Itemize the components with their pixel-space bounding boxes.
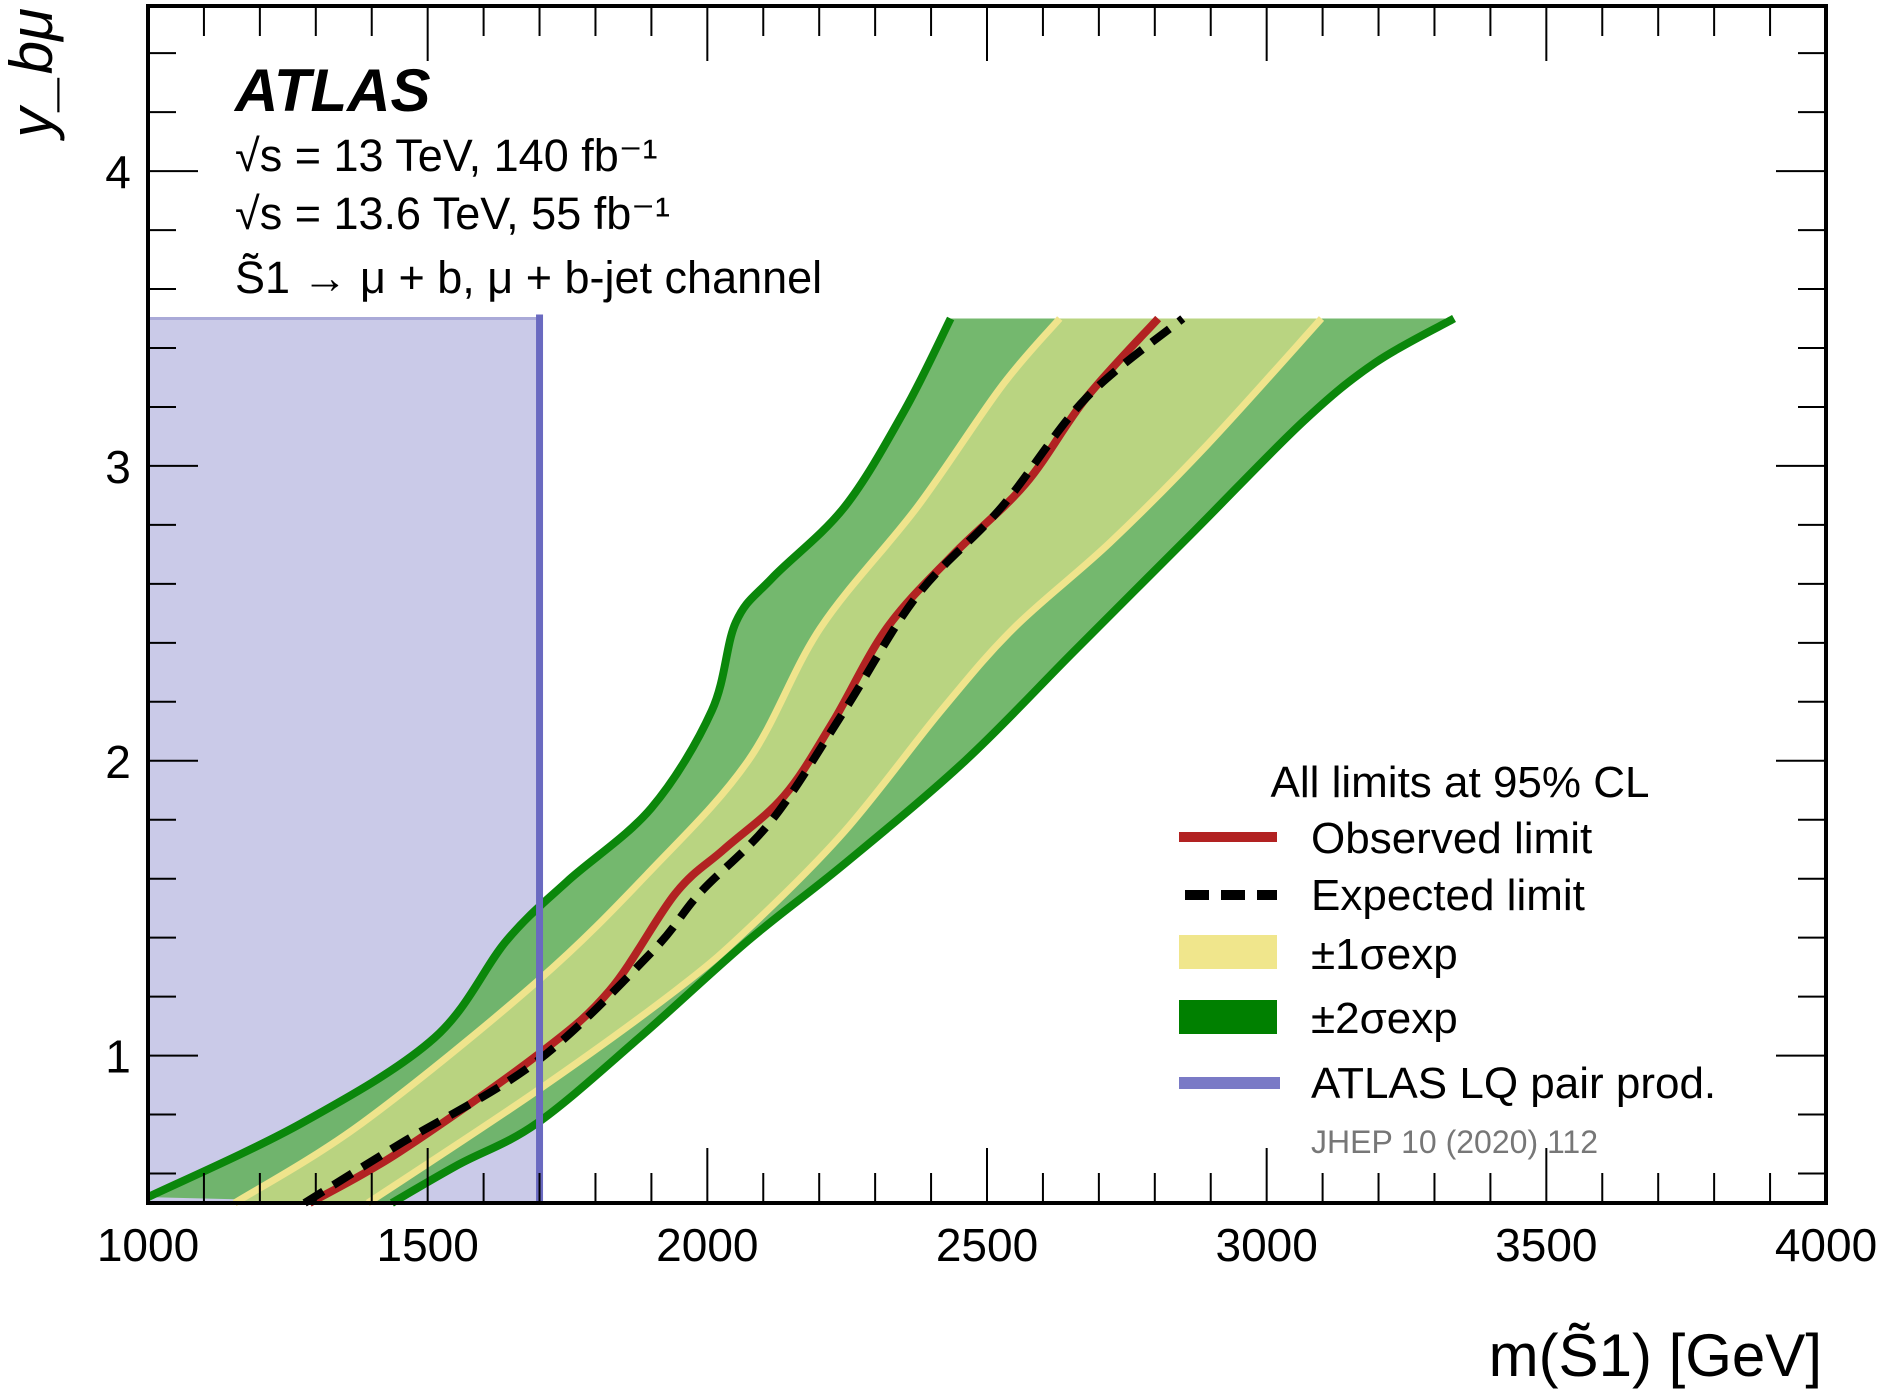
legend-swatch-sigma1: [1179, 935, 1277, 969]
x-tick-label: 2500: [936, 1219, 1038, 1271]
sigma1-band: [234, 318, 1322, 1204]
legend-swatch-sigma2: [1179, 1000, 1277, 1034]
legend: All limits at 95% CL Observed limit Expe…: [1179, 758, 1716, 1160]
expected-limit-line: [302, 315, 1186, 1207]
legend-lq: ATLAS LQ pair prod.: [1311, 1059, 1716, 1108]
sigma2-low-edge: [146, 316, 955, 1201]
sigma1-high-edge: [365, 316, 1325, 1206]
x-axis-label: m(S̃1) [GeV]: [1489, 1322, 1822, 1389]
y-tick-label: 1: [105, 1031, 131, 1083]
y-tick-label: 4: [105, 146, 131, 198]
energy-line-1: √s = 13 TeV, 140 fb⁻¹: [235, 130, 658, 181]
x-tick-label: 4000: [1775, 1219, 1877, 1271]
energy-line-2: √s = 13.6 TeV, 55 fb⁻¹: [235, 188, 670, 239]
axis-ticks: 1000 1500 2000 2500 3000 3500 4000 1 2 3 4: [97, 6, 1877, 1271]
y-tick-label: 2: [105, 736, 131, 788]
x-tick-label: 2000: [656, 1219, 758, 1271]
sigma2-high-edge: [389, 315, 1456, 1207]
legend-sigma2: ±2σexp: [1311, 994, 1458, 1043]
observed-limit-line: [307, 315, 1162, 1207]
sigma1-low-edge: [232, 316, 1063, 1206]
plot-marks: [146, 314, 1456, 1207]
atlas-label: ATLAS: [233, 57, 431, 124]
y-axis-label: y_bμ: [0, 8, 65, 142]
x-tick-label: 1000: [97, 1219, 199, 1271]
legend-title: All limits at 95% CL: [1270, 758, 1649, 807]
legend-reference: JHEP 10 (2020) 112: [1311, 1124, 1598, 1160]
legend-expected: Expected limit: [1311, 871, 1585, 920]
legend-observed: Observed limit: [1311, 814, 1592, 863]
y-tick-label: 3: [105, 441, 131, 493]
legend-sigma1: ±1σexp: [1311, 930, 1458, 979]
x-tick-label: 3500: [1495, 1219, 1597, 1271]
x-tick-label: 3000: [1215, 1219, 1317, 1271]
channel-line: S̃1 → μ + b, μ + b-jet channel: [235, 252, 822, 303]
x-tick-label: 1500: [376, 1219, 478, 1271]
